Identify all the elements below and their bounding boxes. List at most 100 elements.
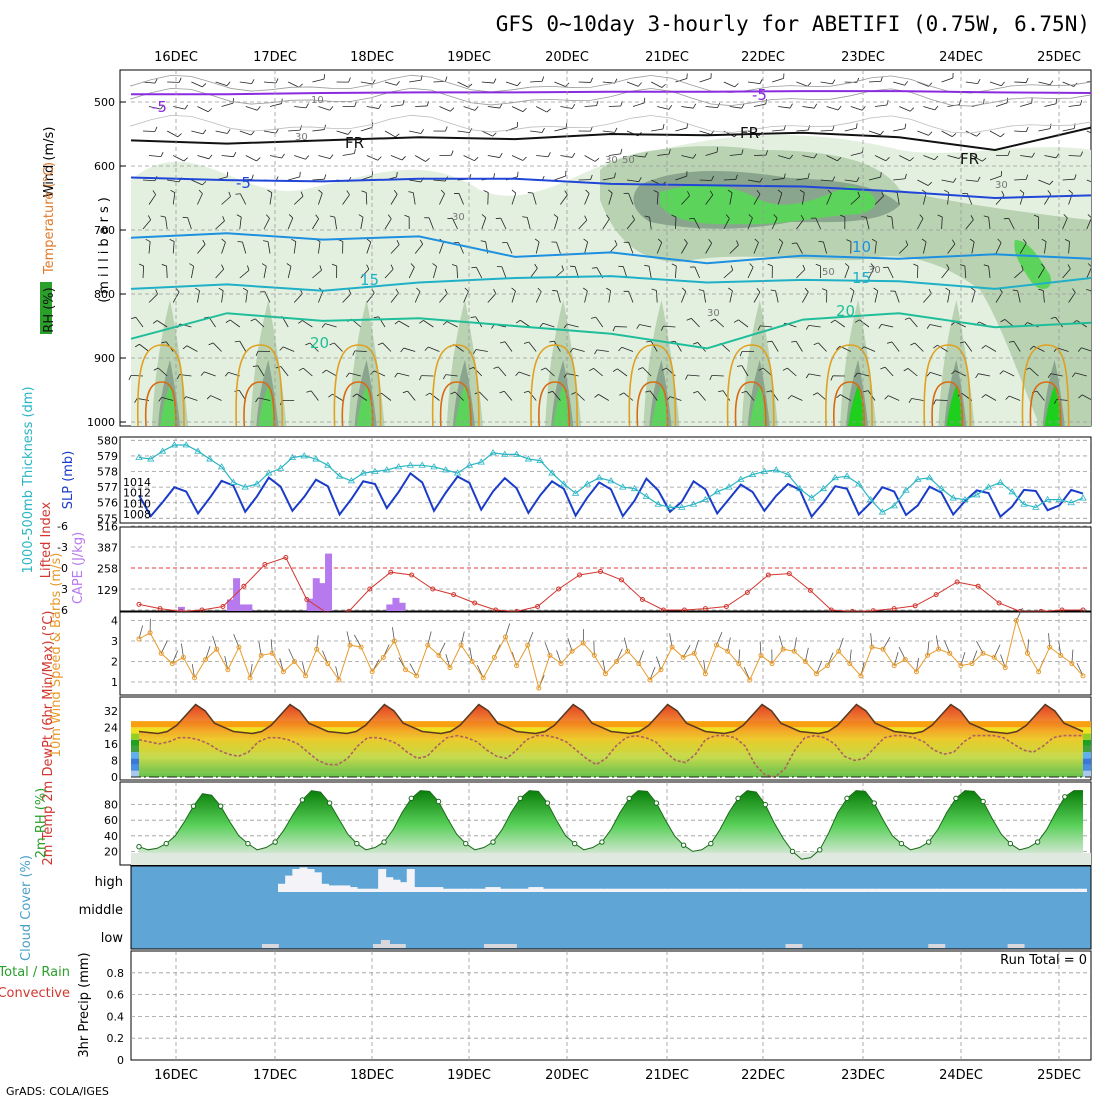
bottom-date-label: 17DEC <box>253 1068 297 1083</box>
top-date-label: 23DEC <box>841 50 885 65</box>
li-tick-label: 3 <box>61 583 68 596</box>
cloud-high-bar <box>313 872 322 892</box>
wind-barb-flag <box>1071 372 1076 378</box>
wind-barb-flag <box>158 397 162 402</box>
wind-barb <box>186 345 198 352</box>
wind10m-point <box>1024 650 1030 656</box>
cloud-high-bar <box>363 888 372 892</box>
wind-barb-flag <box>970 215 974 220</box>
wind-barb <box>1014 178 1027 181</box>
wind-barb-flag <box>857 191 861 197</box>
wind-barb-flag <box>614 172 616 178</box>
rh-contour-label: 50 <box>822 267 835 278</box>
wind-barb-flag <box>378 104 382 109</box>
wind-barb-flag <box>1055 153 1060 159</box>
cloud-high-bar <box>371 888 379 892</box>
wind-barb-flag <box>178 77 182 83</box>
wind10m-point <box>514 663 520 669</box>
wind-barb-flag <box>880 130 884 136</box>
upper-air-panel: 500 600 700 800 900 1000 -5 FR FR FR -5 -5 10 15 15 20… <box>40 69 1092 429</box>
isotherm-label: 15 <box>360 271 379 289</box>
wind-barb <box>771 217 778 230</box>
wind-barb-flag <box>614 240 618 245</box>
wind-barb <box>723 218 730 230</box>
cape-tick-label: 387 <box>97 542 118 555</box>
wind-barb-flag <box>981 394 986 398</box>
wind-barb <box>1086 218 1091 230</box>
rh-point <box>898 840 905 847</box>
wind-barb-flag <box>983 264 989 267</box>
wind-barb-flag <box>184 104 189 110</box>
wind-barb-flag <box>250 130 255 136</box>
wind-barb <box>1086 267 1091 279</box>
lifted-index-point <box>241 583 247 589</box>
wind-barb-flag <box>522 216 528 218</box>
wind-barb-flag <box>208 154 213 160</box>
wind-barb-flag <box>1041 263 1045 268</box>
wind-barb <box>681 242 688 254</box>
wind-barb <box>995 102 1008 107</box>
wind-barb-flag <box>982 157 987 162</box>
thickness-tick-label: 575 <box>97 512 118 525</box>
wind-barb-flag <box>152 190 157 195</box>
cloud-cover-panel: high middle low Cloud Cover (%) <box>19 855 1092 961</box>
wind-barb <box>656 290 658 303</box>
cloud-high-bar <box>986 888 995 892</box>
wind-barb-flag <box>1041 238 1047 242</box>
wind-barb-flag <box>657 238 663 243</box>
wind-barb-flag <box>400 347 405 353</box>
wind10m-point <box>947 650 953 656</box>
wind-barb <box>312 129 325 132</box>
wind10m-point <box>669 644 675 650</box>
bottom-date-label: 21DEC <box>645 1068 689 1083</box>
wind-barb <box>947 243 956 254</box>
wind-barb-flag <box>590 77 593 83</box>
wind-barb-flag <box>451 150 454 156</box>
rh-point <box>980 798 986 805</box>
wind10m-point <box>680 654 686 660</box>
cloud-high-bar <box>814 888 823 892</box>
precip-grid <box>131 951 1091 1060</box>
cloud-high-bar <box>864 888 873 892</box>
rh-point <box>599 839 605 845</box>
rh-point <box>435 798 442 805</box>
wind-barb-flag <box>880 366 886 370</box>
wind-barb-flag <box>827 189 832 194</box>
lifted-index-point <box>765 572 771 578</box>
cloud-high-bar <box>435 887 444 892</box>
wind-barb-flag <box>692 153 697 159</box>
wind-barb <box>602 130 615 133</box>
wind-barb <box>868 176 881 181</box>
wind-barb <box>917 130 929 136</box>
wind-barb-flag <box>832 176 836 182</box>
cloud-high-bar <box>657 888 666 892</box>
wind10m-point <box>1036 669 1042 675</box>
wind-barb <box>632 155 645 158</box>
wind-barb <box>318 155 331 160</box>
rh2m-tick-label: 40 <box>104 830 118 843</box>
wind-barb-flag <box>387 214 392 220</box>
wind-barb <box>651 81 663 88</box>
wind-barb-flag <box>198 189 203 194</box>
wind-barb <box>923 106 936 111</box>
wind-barb-flag <box>470 316 476 318</box>
wind-barb <box>802 106 815 109</box>
wind-barb <box>239 269 250 279</box>
wind-barb <box>310 390 319 401</box>
wind-barb <box>693 218 700 230</box>
wind-barb <box>595 316 604 328</box>
wind-barb <box>197 193 203 205</box>
wind10m-point <box>913 669 919 675</box>
thickness-line <box>138 444 1084 513</box>
wind-barb-flag <box>661 367 667 371</box>
wind-barb <box>139 343 150 352</box>
rh-shade-column <box>553 385 571 426</box>
rh2m-line <box>136 790 1083 860</box>
wind10m-point <box>658 667 664 673</box>
wind10m-point <box>714 642 720 648</box>
wind-barb-flag <box>1087 214 1091 219</box>
wind-barb-flag <box>279 346 284 351</box>
wind-barb-flag <box>549 340 555 343</box>
wind-barb-flag <box>821 288 827 291</box>
wind-barb <box>282 346 295 352</box>
